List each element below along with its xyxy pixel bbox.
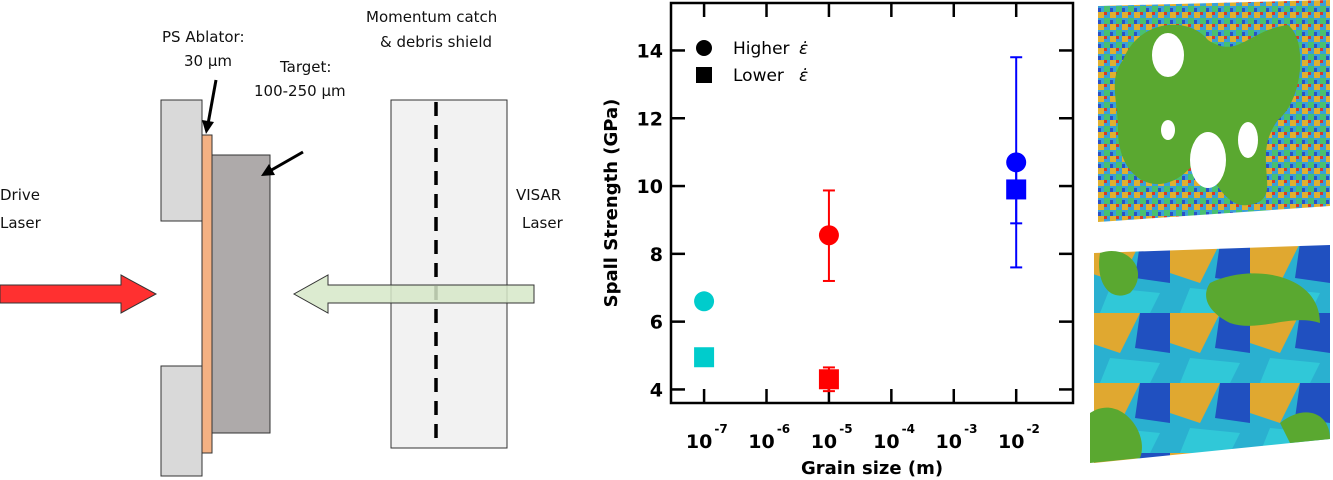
target-pointer-arrow [267,150,304,174]
visar-label-2: Laser [522,214,563,232]
data-point-circle [818,225,839,246]
data-point-circle [694,291,715,312]
y-tick-label: 14 [637,40,663,62]
target-pointer-head [261,164,275,176]
x-tick-exponent: -4 [902,422,915,436]
visar-laser-arrow [292,274,535,314]
legend-label: Lower [733,66,784,86]
x-tick-exponent: -2 [1027,422,1040,436]
y-tick-label: 10 [637,176,663,198]
drive-laser-arrow [0,274,158,314]
shield-label-1: Momentum catch [366,8,498,26]
simulation-image-bottom [1090,245,1330,463]
data-point-square [818,369,839,390]
x-tick-label: 10 [936,431,962,453]
x-tick-exponent: -3 [964,422,977,436]
target-thickness: 100-250 µm [254,82,346,100]
data-point-square [694,347,715,368]
data-point-square [1006,179,1027,200]
ablator-pointer-arrow [206,79,218,125]
y-tick-label: 6 [650,312,663,334]
ablator-label: PS Ablator: [162,28,245,46]
legend-label: Higher [733,39,790,59]
shield-label-2: & debris shield [380,33,493,51]
y-axis-label: Spall Strength (GPa) [601,99,622,308]
ablator-pointer-head [202,120,214,134]
visar-label-1: VISAR [516,186,562,204]
y-tick-label: 8 [650,244,663,266]
holder-bottom [160,365,203,477]
x-tick-exponent: -7 [714,422,727,436]
legend-symbol: ε̇ [799,66,808,86]
experiment-diagram [0,79,535,477]
ablator [201,134,213,454]
legend-symbol: ε̇ [799,39,808,59]
x-tick-exponent: -5 [839,422,852,436]
drive-label-2: Laser [0,214,41,232]
legend-square-marker [696,67,712,83]
shield [390,99,508,449]
legend-circle-marker [696,40,712,56]
target [211,154,271,434]
simulation-image-top [1098,0,1330,222]
x-tick-label: 10 [811,431,837,453]
y-tick-label: 4 [650,379,663,401]
drive-label-1: Drive [0,186,40,204]
x-tick-label: 10 [686,431,712,453]
holder-top [160,99,203,222]
ablator-thickness: 30 µm [184,52,233,70]
x-tick-exponent: -6 [777,422,790,436]
x-axis-label: Grain size (m) [801,458,943,479]
y-tick-label: 12 [637,108,663,130]
x-tick-label: 10 [748,431,774,453]
plot-frame [669,1,1075,405]
x-tick-label: 10 [998,431,1024,453]
x-tick-label: 10 [873,431,899,453]
target-label: Target: [280,58,332,76]
